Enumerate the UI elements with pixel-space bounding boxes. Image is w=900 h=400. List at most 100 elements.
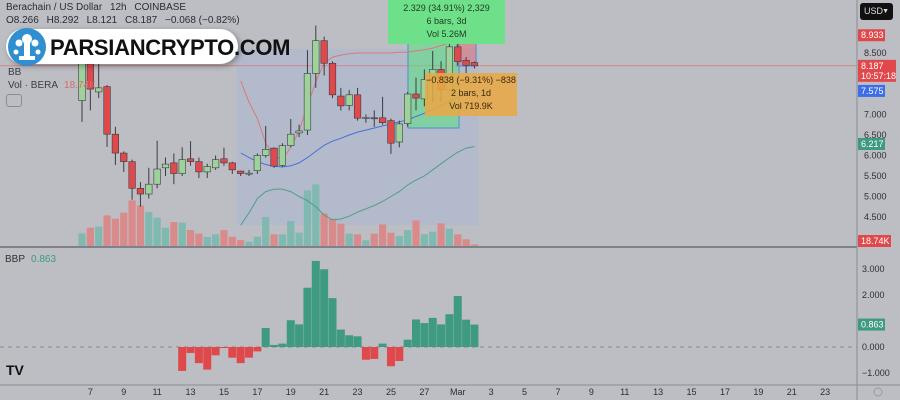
volume-bar: [253, 236, 261, 246]
bbp-bar: [386, 347, 395, 367]
ohlc-low: L8.121: [86, 15, 118, 26]
bbp-bar: [278, 343, 287, 347]
candle: [278, 143, 287, 167]
candle-body: [412, 93, 420, 99]
time-tick-label: 21: [319, 387, 329, 397]
candle-body: [462, 60, 470, 66]
candle: [161, 157, 170, 176]
candle-body: [270, 147, 278, 167]
time-tick-label: 7: [555, 387, 560, 397]
volume-bar: [412, 220, 420, 246]
settings-icon[interactable]: [873, 387, 883, 397]
ohlc-high: H8.292: [46, 15, 79, 26]
candle-body: [178, 159, 186, 174]
volume-bar: [287, 221, 295, 246]
symbol-title[interactable]: Berachain / US Dollar: [6, 2, 103, 13]
bbp-bar: [286, 320, 295, 347]
candle: [270, 147, 278, 168]
candle: [295, 124, 303, 138]
volume-bar: [186, 230, 195, 246]
bbp-bar: [445, 314, 454, 347]
bbp-legend[interactable]: BBP 0.863: [5, 254, 56, 265]
bbp-bar: [303, 287, 312, 347]
volume-bar: [404, 230, 412, 246]
candle-body: [153, 168, 161, 185]
bb-basis-price-badge: [858, 84, 885, 97]
time-tick-label: 21: [787, 387, 797, 397]
bbp-bar: [311, 260, 320, 347]
time-tick-label: 17: [720, 387, 730, 397]
volume-bar: [212, 234, 220, 246]
candle-body: [203, 166, 211, 173]
time-tick-label: 17: [252, 387, 262, 397]
candle: [178, 147, 186, 176]
candle: [170, 153, 178, 185]
candle-body: [237, 170, 245, 174]
measure-volume: Vol 5.26M: [426, 29, 467, 39]
time-tick-label: 11: [152, 387, 161, 397]
candle: [111, 126, 119, 165]
bbp-bar: [194, 347, 203, 364]
bbp-bar: [186, 347, 195, 353]
candle: [145, 167, 153, 199]
measure-volume: Vol 719.9K: [449, 101, 493, 111]
bbp-bar: [370, 347, 379, 359]
candle-body: [111, 133, 119, 154]
volume-badge-text: 18.74K: [861, 236, 890, 246]
time-tick-label: 7: [88, 387, 93, 397]
candle: [412, 77, 420, 111]
last-price-text: 8.187: [861, 61, 884, 71]
candle-body: [278, 145, 287, 166]
candle-body: [387, 120, 395, 144]
candle-body: [220, 158, 228, 164]
interval[interactable]: 12h: [109, 2, 127, 13]
volume-bar: [203, 237, 211, 246]
candle: [353, 87, 362, 121]
candle: [136, 182, 145, 207]
time-tick-label: 19: [286, 387, 296, 397]
bb-legend[interactable]: BB: [8, 67, 21, 78]
candle: [120, 151, 128, 172]
bbp-bar: [453, 296, 462, 347]
candle: [262, 125, 270, 158]
volume-bar: [320, 213, 328, 246]
tradingview-logo[interactable]: TV: [6, 362, 24, 378]
candle-body: [186, 158, 195, 162]
volume-bar: [345, 233, 353, 246]
bb-lower-price-text: 6.217: [861, 139, 884, 149]
bbp-tick-label: 3.000: [862, 264, 885, 274]
currency-select[interactable]: USD ▼: [860, 3, 893, 20]
chevron-down-icon: ▼: [882, 8, 889, 15]
candle-body: [95, 87, 103, 93]
volume-legend[interactable]: Vol · BERA 18.74K: [8, 80, 96, 91]
time-tick-label: 19: [753, 387, 763, 397]
bb-lower-line: [240, 146, 475, 226]
candle: [303, 50, 312, 135]
collapse-legend-button[interactable]: [6, 94, 22, 107]
volume-bar: [312, 184, 320, 246]
measure-label-up: 2.329 (34.91%) 2,329 6 bars, 3d Vol 5.26…: [388, 0, 505, 44]
bb-lower-price-badge: [858, 138, 885, 150]
bbp-bar: [203, 347, 212, 370]
volume-value: 18.74K: [64, 80, 96, 91]
volume-bar: [429, 231, 437, 246]
price-tick-label: 5.500: [864, 171, 887, 181]
candle-body: [195, 161, 203, 173]
candle-body: [128, 161, 136, 189]
time-tick-label: 9: [121, 387, 126, 397]
volume-bar: [353, 234, 362, 246]
candle-body: [212, 159, 220, 169]
bbp-bar: [462, 319, 471, 347]
measure-bars: 2 bars, 1d: [450, 88, 492, 98]
candle: [228, 161, 236, 174]
candle: [237, 170, 245, 176]
time-tick-label: 27: [419, 387, 429, 397]
ohlc-header: O8.266 H8.292 L8.121 C8.187 −0.068 (−0.8…: [6, 15, 245, 27]
bbp-tick-label: −1.000: [862, 368, 890, 378]
bbp-bar: [361, 347, 370, 360]
candle-body: [353, 94, 362, 119]
candle-body: [404, 93, 412, 124]
candle: [370, 110, 378, 127]
candle-body: [345, 94, 353, 106]
time-tick-label: 13: [186, 387, 196, 397]
